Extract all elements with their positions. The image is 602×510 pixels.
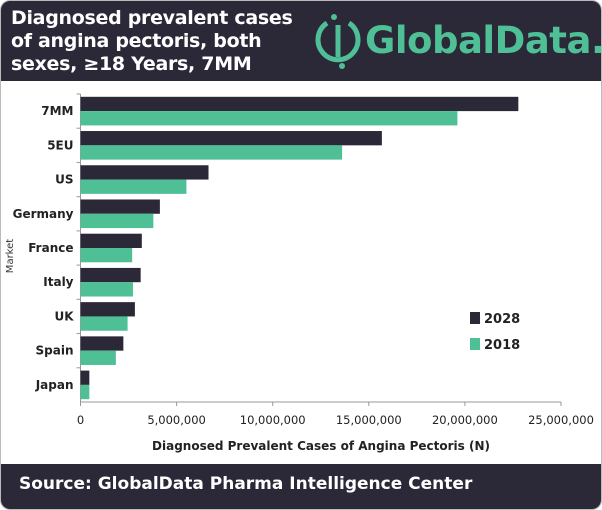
source-text: Source: GlobalData Pharma Intelligence C… [19,474,473,494]
category-label: US [55,173,73,187]
logo-text: GlobalData. [365,19,602,62]
bar-2018-italy [80,282,133,297]
bar-2028-5eu [80,131,382,146]
x-axis-label: Diagnosed Prevalent Cases of Angina Pect… [152,439,490,453]
bar-2028-germany [80,199,160,214]
category-label: 5EU [47,138,73,152]
bar-2018-uk [80,316,128,331]
bar-2028-uk [80,302,135,317]
x-tick-label: 10,000,000 [240,413,306,427]
bar-2028-7mm [80,96,519,112]
category-label: Spain [36,344,74,358]
header: Diagnosed prevalent cases of angina pect… [1,1,601,81]
bar-2018-us [80,179,187,194]
bar-2018-5eu [80,145,343,160]
globaldata-logo-icon [315,14,361,69]
bar-2028-japan [80,370,90,385]
x-tick-label: 0 [77,413,84,427]
bar-2018-7mm [80,111,458,126]
globaldata-logo: GlobalData. [313,11,601,71]
bar-2018-france [80,248,133,263]
chart-title: Diagnosed prevalent cases of angina pect… [11,7,293,75]
category-label: Italy [43,275,73,289]
legend-swatch-2028 [470,312,480,324]
category-label: Germany [13,207,74,221]
bar-chart: 0 5,000,000 10,000,000 15,000,000 20,000,000… [5,93,594,453]
x-tick-label: 5,000,000 [147,413,206,427]
bar-2028-us [80,165,209,180]
category-label: Japan [35,378,74,392]
bar-2028-france [80,233,142,248]
bar-2018-spain [80,350,116,365]
category-label: 7MM [41,104,73,118]
legend-swatch-2018 [470,338,480,350]
bar-2018-japan [80,384,90,400]
x-tick-label: 20,000,000 [432,413,498,427]
x-tick-label: 15,000,000 [336,413,402,427]
x-tick-label: 25,000,000 [528,413,594,427]
bar-2028-italy [80,267,141,283]
legend-label: 2028 [484,312,520,327]
legend-label: 2018 [484,338,520,353]
bar-2018-germany [80,213,154,229]
y-axis-label: Market [5,239,16,273]
category-label: UK [54,309,74,323]
footer: Source: GlobalData Pharma Intelligence C… [1,464,601,509]
category-label: France [28,241,73,255]
bar-2028-spain [80,336,124,351]
